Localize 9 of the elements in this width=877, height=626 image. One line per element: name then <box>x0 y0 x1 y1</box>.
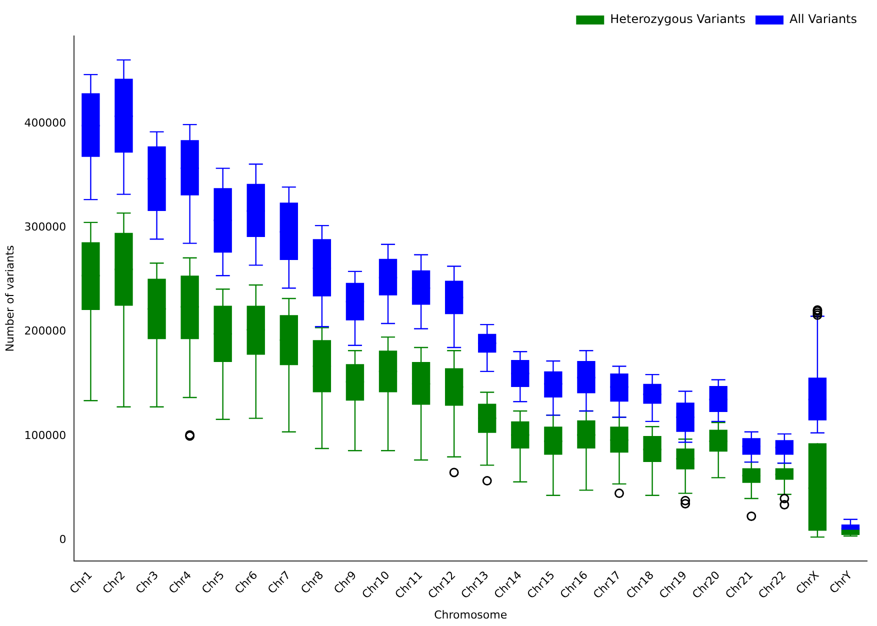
y-tick-label: 0 <box>59 533 66 546</box>
y-tick-label: 200000 <box>24 324 66 338</box>
x-axis-title: Chromosome <box>434 608 508 622</box>
y-tick-label: 400000 <box>24 116 66 130</box>
y-axis-title: Number of variants <box>3 245 16 352</box>
y-tick-label: 300000 <box>24 220 66 234</box>
legend-label: All Variants <box>789 12 858 26</box>
y-tick-label: 100000 <box>24 428 66 442</box>
legend-label: Heterozygous Variants <box>610 12 746 26</box>
